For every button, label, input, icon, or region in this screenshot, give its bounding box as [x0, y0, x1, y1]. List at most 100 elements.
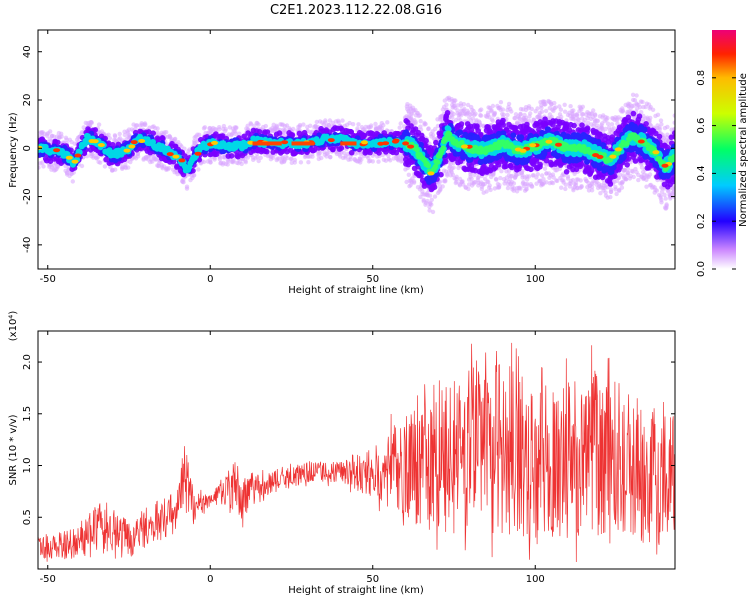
- spectrogram-dot: [528, 166, 534, 173]
- spectrogram-dot: [197, 132, 202, 137]
- spectrogram-dot: [554, 178, 559, 183]
- spectrogram-dot: [518, 111, 523, 117]
- spectrogram-dot: [552, 100, 557, 106]
- spectrogram-dot: [539, 109, 545, 114]
- spectrogram-dot: [356, 122, 361, 127]
- spectrogram-dot: [451, 165, 456, 170]
- spectrogram-dot: [413, 119, 418, 125]
- spectrogram-dot: [617, 164, 623, 170]
- spectrogram-dot: [643, 121, 649, 127]
- spectrogram-dot: [455, 108, 460, 113]
- spectrogram-dot: [326, 122, 332, 128]
- spectrogram-dot: [325, 151, 330, 156]
- spectrogram-dot: [543, 108, 549, 114]
- spectrogram-dot: [231, 160, 236, 165]
- spectrogram-dot: [524, 121, 530, 128]
- spectrogram-dot: [155, 130, 160, 135]
- spectrogram-dot: [596, 131, 603, 137]
- spectrogram-dot: [376, 159, 381, 164]
- spectrogram-dot: [291, 126, 296, 132]
- spectrogram-dot: [474, 123, 480, 129]
- spectrogram-dot: [398, 121, 403, 126]
- spectrogram-dot: [524, 187, 529, 192]
- spectrogram-dot: [479, 107, 484, 112]
- spectrogram-dot: [429, 197, 434, 202]
- spectrogram-dot: [347, 120, 352, 126]
- spectrogram-dot: [233, 131, 238, 137]
- spectrogram-dot: [217, 125, 222, 130]
- spectrogram-dot: [662, 192, 667, 197]
- spectrogram-dot: [498, 175, 503, 181]
- spectrogram-dot: [500, 117, 506, 124]
- spectrogram-dot: [568, 104, 573, 109]
- spectrogram-dot: [340, 118, 345, 123]
- spectrogram-dot: [98, 160, 103, 165]
- spectrogram-dot: [470, 116, 476, 121]
- spectrogram-dot: [184, 184, 190, 189]
- spectrogram-dot: [453, 98, 458, 103]
- spectrogram-dot: [619, 185, 625, 190]
- spectrogram-dot: [397, 125, 402, 130]
- spectrogram-dot: [292, 157, 298, 163]
- spectrogram-dot: [314, 119, 319, 125]
- spectrogram-dot: [385, 120, 390, 125]
- spectrogram-dot: [458, 121, 465, 127]
- spectrogram-dot: [359, 157, 364, 162]
- spectrogram-dot: [40, 160, 45, 165]
- spectrogram-dot: [535, 106, 540, 111]
- spectrogram-dot: [306, 160, 311, 165]
- spectrogram-dot: [462, 106, 467, 112]
- spectrogram-dot: [38, 165, 41, 170]
- spectrogram-dot: [308, 123, 313, 128]
- spectrogram-dot: [499, 169, 504, 174]
- spectrogram-dot: [201, 159, 207, 165]
- spectrogram-dot: [433, 126, 438, 132]
- spectrogram-dot: [438, 187, 443, 192]
- spectrogram-dot: [563, 186, 568, 192]
- spectrogram-dot: [107, 136, 113, 141]
- spectrogram-dot: [274, 123, 279, 128]
- spectrogram-dot: [650, 107, 656, 113]
- spectrogram-dot: [465, 102, 471, 108]
- spectrogram-dot: [451, 111, 456, 117]
- spectrogram-dot: [348, 157, 353, 162]
- spectrogram-dot: [430, 132, 436, 138]
- spectrogram-dot: [126, 165, 131, 170]
- spectrogram-dot: [192, 173, 197, 178]
- spectrogram-dot: [528, 111, 533, 116]
- spectrogram-dot: [245, 155, 250, 160]
- spectrogram-dot: [605, 115, 610, 121]
- spectrogram-dot: [659, 122, 664, 127]
- spectrogram-dot: [432, 194, 438, 199]
- spectrogram-dot: [558, 107, 564, 112]
- spectrogram-dot: [505, 185, 511, 191]
- spectrogram-dot: [578, 178, 583, 183]
- spectrogram-dot: [181, 177, 186, 182]
- spectrogram-dot: [370, 159, 375, 164]
- spectrogram-dot: [476, 119, 482, 124]
- spectrogram-dot: [440, 184, 445, 189]
- spectrogram-dot: [592, 112, 598, 117]
- spectrogram-dot: [237, 131, 242, 136]
- spectrogram-dot: [500, 107, 506, 112]
- spectrogram-dot: [319, 155, 324, 161]
- spectrogram-dot: [444, 110, 451, 116]
- spectrogram-dot: [529, 183, 534, 189]
- spectrogram-dot: [571, 108, 576, 113]
- spectrogram-dot: [154, 157, 159, 162]
- spectrogram-dot: [122, 132, 128, 138]
- spectrogram-dot: [426, 126, 431, 131]
- spectrogram-dot: [466, 186, 471, 192]
- spectrogram-dot: [489, 109, 494, 114]
- spectrogram-dot: [245, 127, 251, 132]
- spectrogram-dot: [411, 179, 417, 184]
- spectrogram-dot: [655, 112, 661, 118]
- spectrogram-dot: [571, 122, 577, 129]
- spectrogram-dot: [386, 153, 391, 158]
- spectrogram-dot: [609, 122, 615, 127]
- spectrogram-dot: [461, 102, 467, 107]
- spectrogram-dot: [589, 188, 595, 193]
- spectrogram-dot: [423, 137, 429, 144]
- spectrogram-dot: [381, 123, 386, 128]
